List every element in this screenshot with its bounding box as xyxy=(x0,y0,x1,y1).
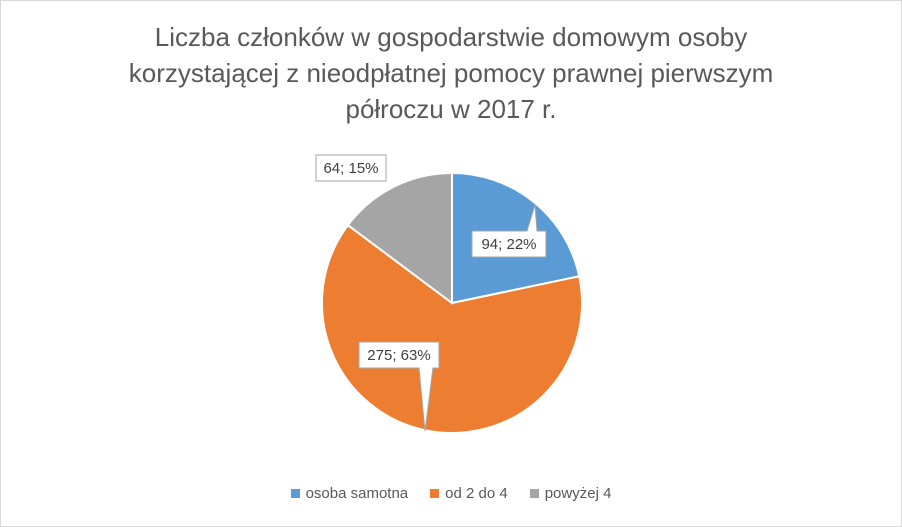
legend-item-od-2-do-4: od 2 do 4 xyxy=(430,485,508,502)
data-label-powyzej-4: 64; 15% xyxy=(323,160,378,177)
legend-label-powyzej-4: powyżej 4 xyxy=(544,485,612,502)
legend-item-powyzej-4: powyżej 4 xyxy=(529,485,612,502)
chart-title-line-3: półroczu w 2017 r. xyxy=(345,94,557,124)
chart-title-line-2: korzystającej z nieodpłatnej pomocy praw… xyxy=(128,58,774,88)
data-label-box-od-2-do-4 xyxy=(358,341,440,432)
data-label-box-osoba-samotna xyxy=(471,204,547,258)
data-label-od-2-do-4: 275; 63% xyxy=(367,347,430,364)
legend-label-osoba-samotna: osoba samotna xyxy=(305,485,409,502)
pie-slice-powyzej-4 xyxy=(346,171,453,305)
legend-swatch-osoba-samotna xyxy=(290,489,300,498)
chart-title-line-1: Liczba członków w gospodarstwie domowym … xyxy=(154,22,748,52)
legend-swatch-od-2-do-4 xyxy=(430,489,440,498)
data-label-box-powyzej-4 xyxy=(315,154,387,182)
legend-item-osoba-samotna: osoba samotna xyxy=(290,485,409,502)
legend-label-od-2-do-4: od 2 do 4 xyxy=(445,485,508,502)
chart-title: Liczba członków w gospodarstwie domowym … xyxy=(1,19,901,127)
data-label-osoba-samotna: 94; 22% xyxy=(481,236,536,253)
pie-slice-od-2-do-4 xyxy=(321,223,583,434)
chart-legend: osoba samotna od 2 do 4 powyżej 4 xyxy=(1,485,901,502)
legend-swatch-powyzej-4 xyxy=(529,489,539,498)
